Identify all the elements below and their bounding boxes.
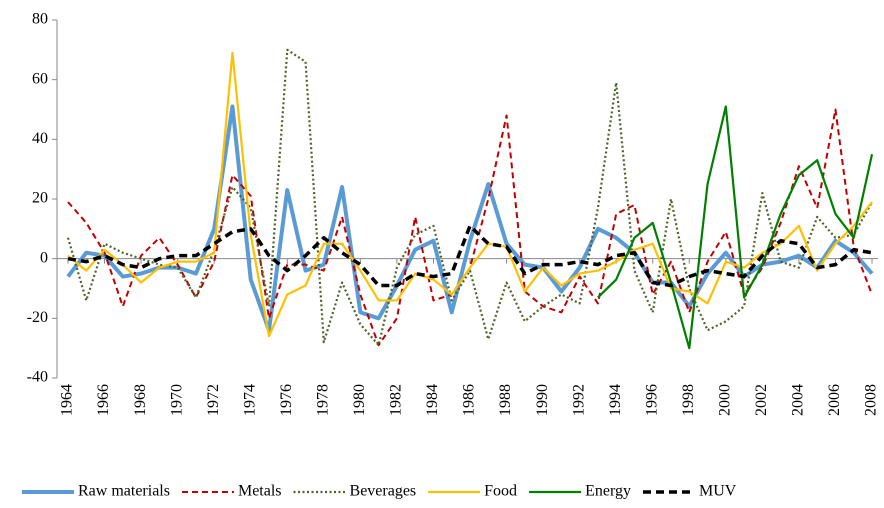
y-tick-label: -40	[27, 369, 48, 386]
y-tick-label: 0	[40, 249, 48, 266]
x-tick-label: 1982	[388, 384, 405, 416]
legend-label: Metals	[238, 483, 282, 500]
y-tick-label: -20	[27, 309, 48, 326]
x-tick-label: 1968	[132, 384, 149, 416]
x-tick-label: 1986	[461, 384, 478, 416]
x-tick-label: 1972	[205, 384, 222, 416]
x-tick-label: 2002	[753, 384, 770, 416]
series-line	[597, 105, 874, 350]
x-tick-label: 1966	[95, 384, 112, 416]
legend-label: Food	[484, 483, 517, 500]
legend-label: Beverages	[350, 483, 417, 500]
x-tick-label: 1980	[351, 384, 368, 416]
x-tick-label: 2008	[863, 384, 880, 416]
y-tick-label: 40	[32, 130, 48, 147]
x-tick-label: 1974	[241, 384, 258, 416]
y-tick-label: 60	[32, 70, 48, 87]
x-tick-label: 1970	[168, 384, 185, 416]
x-tick-label: 1998	[680, 384, 697, 416]
legend-label: MUV	[699, 483, 737, 500]
legend-label: Raw materials	[78, 483, 170, 500]
x-tick-label: 2006	[826, 384, 843, 416]
series-line	[67, 51, 873, 338]
x-tick-label: 1978	[314, 384, 331, 416]
series-line	[66, 104, 874, 333]
x-tick-label: 1964	[59, 384, 76, 416]
legend-label: Energy	[585, 483, 631, 500]
x-tick-label: 1976	[278, 384, 295, 416]
x-tick-label: 2000	[716, 384, 733, 416]
y-tick-label: 80	[32, 11, 48, 28]
x-tick-label: 1984	[424, 384, 441, 416]
x-tick-label: 2004	[790, 384, 807, 416]
series-line	[66, 48, 873, 347]
x-tick-label: 1990	[534, 384, 551, 416]
x-tick-label: 1996	[643, 384, 660, 416]
x-tick-label: 1988	[497, 384, 514, 416]
y-tick-label: 20	[32, 190, 48, 207]
series-line	[67, 108, 873, 347]
x-tick-label: 1994	[607, 384, 624, 416]
x-tick-label: 1992	[570, 384, 587, 416]
